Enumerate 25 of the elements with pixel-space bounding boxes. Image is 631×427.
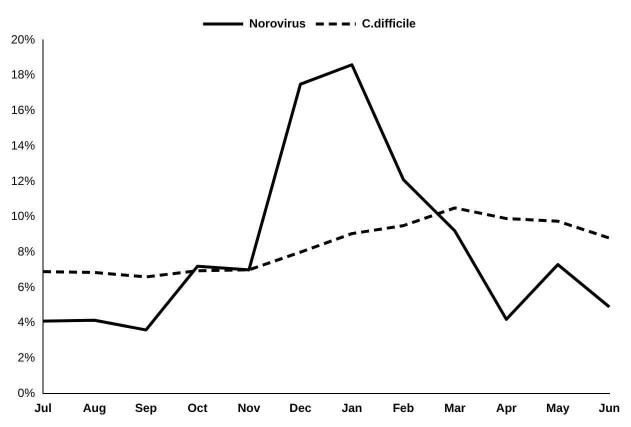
x-tick-label: Sep bbox=[134, 401, 157, 416]
legend-label: C.difficile bbox=[362, 16, 416, 30]
x-tick-label: Oct bbox=[187, 401, 208, 416]
x-tick-label: Jul bbox=[34, 401, 52, 416]
x-tick-label: Jan bbox=[342, 401, 362, 416]
y-tick-label: 16% bbox=[10, 103, 36, 118]
x-tick-label: Mar bbox=[444, 401, 466, 416]
y-tick-label: 20% bbox=[10, 32, 36, 46]
y-tick-label: 8% bbox=[18, 244, 36, 258]
x-tick-label: Apr bbox=[496, 401, 518, 416]
x-tick-label: Nov bbox=[238, 401, 261, 416]
x-tick-label: May bbox=[546, 401, 570, 416]
y-tick-label: 0% bbox=[18, 386, 36, 400]
x-tick-label: Feb bbox=[392, 401, 414, 416]
x-tick-label: Dec bbox=[289, 401, 312, 416]
y-tick-label: 18% bbox=[10, 68, 36, 82]
y-tick-label: 6% bbox=[18, 280, 36, 294]
legend-label: Norovirus bbox=[249, 16, 306, 30]
y-tick-label: 10% bbox=[10, 209, 36, 224]
x-tick-label: Jun bbox=[598, 401, 620, 416]
y-tick-label: 2% bbox=[18, 350, 36, 365]
y-tick-label: 4% bbox=[18, 315, 36, 330]
x-tick-label: Aug bbox=[82, 401, 106, 416]
y-tick-label: 14% bbox=[10, 138, 36, 152]
y-tick-label: 12% bbox=[10, 174, 36, 188]
